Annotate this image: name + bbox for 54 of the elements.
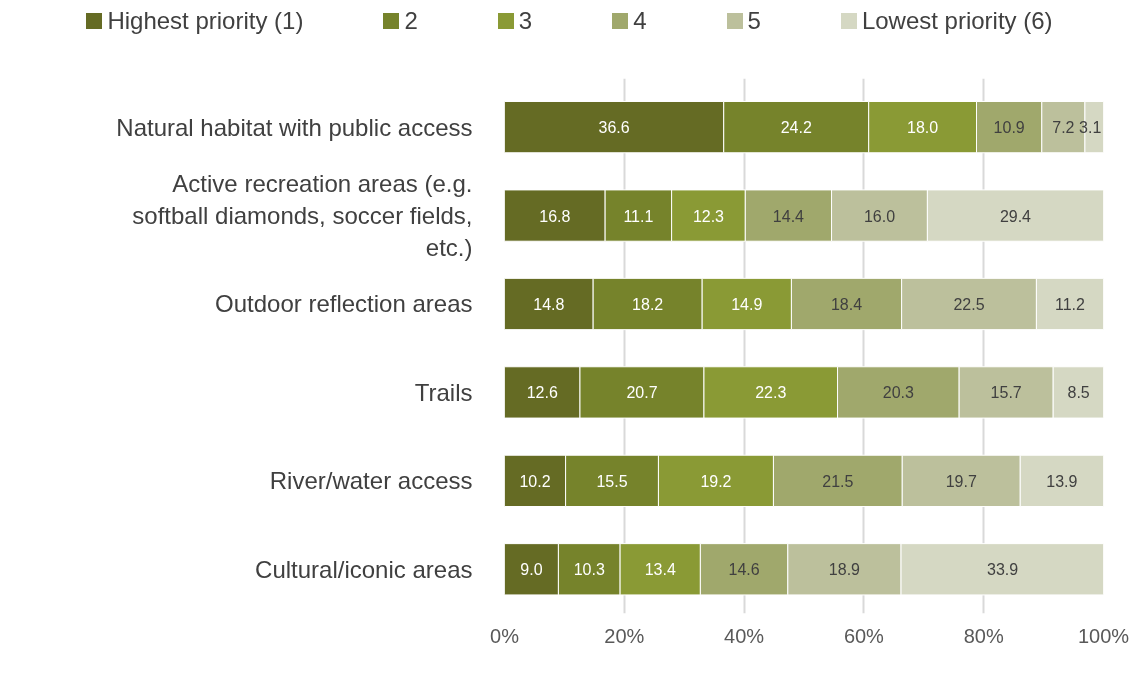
legend-label: 3 <box>518 6 533 36</box>
x-tick-label: 40% <box>724 624 765 647</box>
data-label: 18.4 <box>830 296 863 313</box>
data-label: 36.6 <box>598 119 630 137</box>
x-tick-label: 60% <box>843 624 885 647</box>
data-label: 10.9 <box>993 119 1025 137</box>
data-label: 13.9 <box>1046 472 1078 490</box>
data-label: 15.7 <box>990 384 1022 402</box>
data-label: 21.5 <box>822 472 854 490</box>
legend-label: 5 <box>747 6 761 36</box>
x-tick-label: 20% <box>604 624 645 647</box>
x-tick-label: 0% <box>490 624 520 647</box>
x-tick-label: 100% <box>1077 624 1130 647</box>
y-tick-label: Trails <box>414 378 473 406</box>
data-label: 7.2 <box>1052 119 1075 137</box>
data-label: 12.6 <box>526 384 558 402</box>
data-label: 22.5 <box>953 296 985 313</box>
data-label: 8.5 <box>1067 384 1090 402</box>
data-label: 16.0 <box>863 207 896 225</box>
legend-label: Highest priority (1) <box>107 6 304 36</box>
legend-label: 2 <box>404 6 418 36</box>
data-label: 18.2 <box>632 296 664 313</box>
data-label: 11.2 <box>1054 296 1086 313</box>
data-label: 20.7 <box>626 384 658 402</box>
data-label: 33.9 <box>987 561 1019 579</box>
y-tick-label: Natural habitat with public access <box>116 113 473 141</box>
data-label: 18.9 <box>828 561 861 579</box>
data-label: 22.3 <box>755 384 787 402</box>
data-label: 14.8 <box>533 296 565 313</box>
legend-label: 4 <box>633 6 647 36</box>
data-label: 10.2 <box>519 472 551 490</box>
y-tick-label: Outdoor reflection areas <box>215 290 473 318</box>
data-label: 14.9 <box>731 296 763 313</box>
data-label: 19.2 <box>700 472 732 490</box>
data-label: 14.4 <box>772 207 805 225</box>
data-label: 19.7 <box>945 472 977 490</box>
data-label: 29.4 <box>999 207 1032 225</box>
data-label: 10.3 <box>573 561 605 579</box>
x-tick-label: 80% <box>963 624 1004 647</box>
legend-label: Lowest priority (6) <box>861 6 1053 36</box>
data-label: 24.2 <box>780 119 812 137</box>
y-tick-label: River/water access <box>269 467 473 495</box>
data-label: 12.3 <box>692 207 725 225</box>
y-tick-label: Cultural/iconic areas <box>255 555 473 583</box>
data-label: 14.6 <box>728 561 760 579</box>
data-label: 11.1 <box>623 207 654 225</box>
data-label: 13.4 <box>644 561 676 579</box>
data-label: 20.3 <box>882 384 915 402</box>
data-label: 16.8 <box>539 207 571 225</box>
data-label: 18.0 <box>907 119 939 137</box>
data-label: 9.0 <box>520 561 543 579</box>
y-tick-label: Active recreation areas (e.g. softball diamonds, soccer fields, etc.) <box>132 169 473 262</box>
data-label: 15.5 <box>596 472 628 490</box>
data-label: 3.1 <box>1079 119 1102 137</box>
